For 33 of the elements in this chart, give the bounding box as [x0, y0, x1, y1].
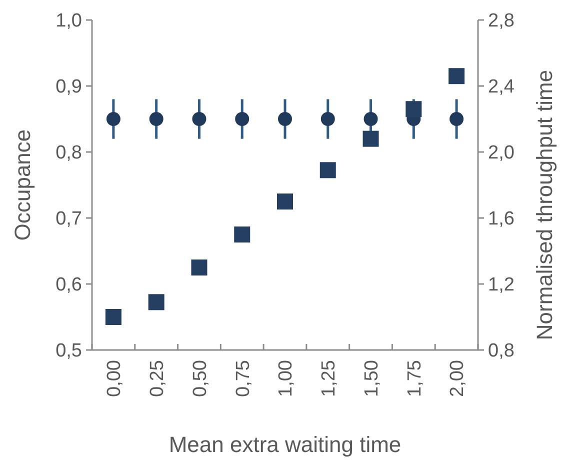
- x-tick-label: 0,75: [232, 360, 254, 397]
- x-tick-label: 1,00: [276, 360, 297, 397]
- y-tick-label: 1,0: [56, 10, 82, 32]
- point: [406, 101, 422, 118]
- point: [105, 309, 122, 325]
- y-tick-label: 0,5: [56, 340, 82, 362]
- y2-tick-label: 2,4: [488, 76, 515, 98]
- y2-tick-label: 2,0: [488, 142, 514, 164]
- x-tick-label: 0,25: [146, 360, 168, 397]
- point: [362, 130, 379, 147]
- point: [320, 162, 336, 178]
- y2-tick-label: 1,6: [488, 208, 514, 230]
- point: [148, 294, 164, 310]
- y-tick-label: 0,7: [56, 208, 82, 230]
- y2-axis-title: Normalised throughput time: [532, 70, 557, 340]
- y-tick-label: 0,6: [56, 274, 82, 296]
- x-tick-label: 0,00: [104, 360, 126, 397]
- point: [234, 226, 250, 242]
- y-tick-label: 0,8: [56, 142, 82, 164]
- y-tick-label: 0,9: [56, 76, 82, 98]
- x-tick-label: 1,25: [318, 360, 340, 397]
- y-axis-title: Occupance: [10, 129, 35, 241]
- point: [448, 68, 465, 84]
- x-tick-label: 2,00: [447, 360, 468, 397]
- x-tick-label: 0,50: [190, 360, 211, 397]
- y2-tick-label: 1,2: [488, 274, 514, 296]
- point: [191, 260, 208, 276]
- y2-tick-label: 2,8: [488, 10, 514, 32]
- point: [277, 194, 293, 210]
- x-tick-label: 1,75: [404, 360, 426, 397]
- x-tick-label: 1,50: [361, 360, 382, 397]
- x-axis-title: Mean extra waiting time: [168, 432, 402, 457]
- y2-tick-label: 0,8: [488, 340, 514, 362]
